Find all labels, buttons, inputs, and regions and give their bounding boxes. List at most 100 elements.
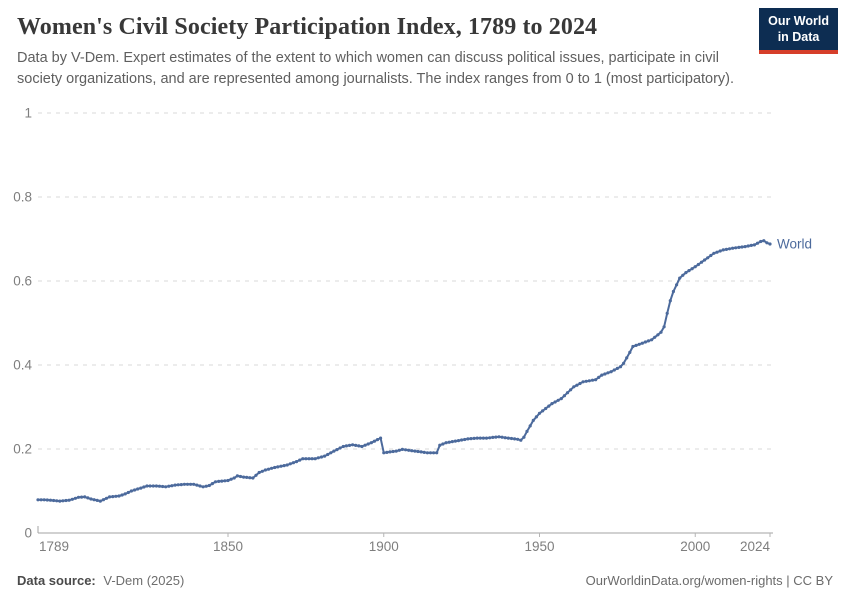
data-point bbox=[391, 449, 395, 454]
data-point bbox=[304, 457, 308, 461]
data-point bbox=[298, 458, 302, 462]
y-tick-label: 0.2 bbox=[13, 442, 32, 457]
data-point bbox=[565, 391, 570, 395]
x-tick-label: 1789 bbox=[39, 539, 69, 554]
data-point bbox=[242, 475, 246, 479]
data-point bbox=[553, 400, 557, 404]
data-point bbox=[435, 451, 439, 455]
data-point bbox=[438, 443, 442, 447]
data-point bbox=[58, 499, 62, 503]
y-tick-label: 1 bbox=[24, 106, 32, 121]
data-point bbox=[603, 372, 607, 376]
data-point bbox=[422, 450, 426, 454]
data-point bbox=[522, 435, 526, 439]
data-point bbox=[612, 368, 616, 372]
data-point bbox=[114, 494, 118, 498]
data-point bbox=[715, 250, 719, 254]
data-point bbox=[463, 437, 467, 442]
data-point bbox=[338, 446, 342, 450]
data-point bbox=[712, 251, 716, 255]
data-point bbox=[432, 451, 436, 455]
data-point bbox=[662, 325, 666, 329]
data-point bbox=[347, 443, 352, 447]
data-point bbox=[251, 476, 255, 480]
data-point bbox=[45, 498, 49, 502]
data-source: Data source: V-Dem (2025) bbox=[17, 573, 184, 588]
data-point bbox=[622, 361, 626, 365]
data-point bbox=[329, 451, 333, 455]
series-label-world[interactable]: World bbox=[777, 237, 812, 252]
data-point bbox=[332, 449, 336, 453]
data-point bbox=[584, 379, 588, 383]
data-point bbox=[671, 289, 676, 294]
data-point bbox=[282, 464, 286, 468]
data-point bbox=[48, 498, 53, 502]
data-point bbox=[472, 436, 476, 440]
data-point bbox=[67, 498, 71, 502]
data-point bbox=[245, 475, 249, 479]
data-point bbox=[453, 439, 457, 443]
data-point bbox=[263, 468, 267, 472]
data-point bbox=[404, 448, 408, 452]
data-point bbox=[307, 457, 311, 461]
data-point bbox=[223, 479, 227, 483]
data-point bbox=[578, 381, 582, 386]
data-point bbox=[207, 483, 211, 488]
data-point bbox=[503, 436, 507, 440]
data-point bbox=[394, 449, 398, 453]
y-tick-label: 0.8 bbox=[13, 190, 32, 205]
data-point bbox=[260, 469, 264, 473]
data-point bbox=[684, 271, 688, 275]
y-tick-label: 0.4 bbox=[13, 358, 32, 373]
data-point bbox=[594, 378, 598, 382]
data-source-label: Data source: bbox=[17, 573, 96, 588]
data-point bbox=[108, 495, 112, 499]
data-point bbox=[699, 260, 704, 264]
page-title: Women's Civil Society Participation Inde… bbox=[17, 14, 598, 40]
data-point bbox=[39, 498, 43, 502]
data-point bbox=[238, 474, 243, 479]
data-point bbox=[360, 444, 364, 449]
data-point bbox=[291, 461, 295, 465]
owid-citation-link[interactable]: OurWorldinData.org/women-rights | CC BY bbox=[585, 573, 833, 588]
data-point bbox=[129, 489, 133, 493]
data-point bbox=[363, 443, 367, 447]
data-point bbox=[625, 356, 629, 360]
data-point bbox=[182, 482, 186, 486]
data-point bbox=[544, 406, 548, 411]
data-point bbox=[379, 436, 383, 440]
data-point bbox=[142, 485, 146, 489]
data-point bbox=[323, 454, 327, 458]
data-point bbox=[410, 449, 414, 453]
data-point bbox=[217, 479, 221, 483]
series-line-world[interactable] bbox=[37, 239, 771, 503]
data-point bbox=[484, 436, 489, 440]
data-point bbox=[413, 449, 417, 453]
data-point bbox=[120, 493, 124, 497]
data-point bbox=[718, 249, 722, 253]
data-point bbox=[696, 262, 701, 267]
data-point bbox=[397, 448, 401, 452]
x-tick-label: 1900 bbox=[369, 539, 399, 554]
data-point bbox=[42, 498, 46, 502]
data-point bbox=[382, 451, 386, 455]
data-point bbox=[659, 330, 663, 334]
data-point bbox=[572, 385, 576, 389]
data-point bbox=[279, 464, 283, 468]
data-point bbox=[64, 498, 68, 503]
data-point bbox=[640, 341, 644, 345]
data-point bbox=[491, 435, 495, 439]
data-point bbox=[556, 398, 560, 402]
data-point bbox=[703, 258, 707, 262]
data-point bbox=[559, 397, 563, 401]
data-point bbox=[597, 375, 601, 379]
data-point bbox=[111, 495, 115, 499]
data-point bbox=[341, 444, 345, 449]
data-point bbox=[637, 342, 641, 346]
data-point bbox=[104, 496, 109, 500]
data-point bbox=[86, 496, 90, 500]
owid-logo[interactable]: Our World in Data bbox=[759, 8, 838, 54]
data-point bbox=[101, 498, 105, 502]
data-point bbox=[531, 418, 535, 422]
